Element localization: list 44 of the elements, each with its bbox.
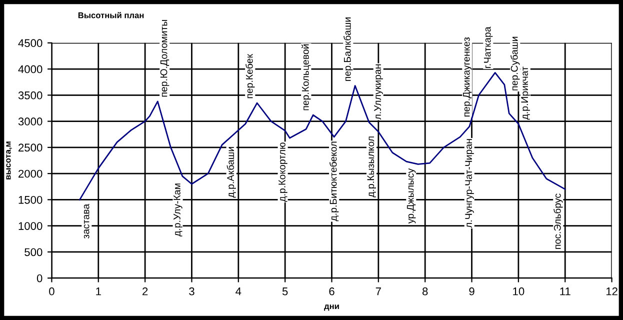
annotation: д.р.Улу-Кам: [174, 184, 182, 236]
annotation: д.р.Акбаши: [226, 147, 236, 198]
y-tick-label: 2000: [18, 170, 42, 178]
annotation: д.р.Кызылкол: [367, 136, 376, 198]
y-tick-label: 3500: [18, 91, 42, 100]
annotation: пер.Субаши: [510, 36, 520, 90]
annotation: пер.Кольцевой: [302, 44, 311, 110]
y-tick-label: 1500: [18, 196, 42, 204]
x-tick-label: 11: [560, 288, 570, 296]
x-tick-label: 0: [49, 287, 54, 296]
x-tick-label: 9: [469, 287, 474, 296]
chart-title: Высотный план: [78, 12, 144, 18]
y-tick-label: 4000: [18, 65, 42, 74]
x-tick-label: 1: [96, 288, 101, 296]
x-tick-label: 12: [606, 287, 618, 296]
x-tick-label: 2: [142, 287, 148, 296]
annotation: пер.Джикаугенкез: [462, 37, 472, 116]
annotation: г.Чаткара: [484, 26, 493, 68]
x-tick-label: 6: [329, 287, 334, 296]
y-tick-label: 4500: [18, 39, 42, 48]
x-axis-title: дни: [324, 304, 339, 311]
y-tick-label: 2500: [18, 144, 42, 152]
annotation: пос.Эльбрус: [554, 194, 563, 249]
annotation: ур.Джылысу: [406, 168, 416, 224]
y-tick-label: 0: [36, 274, 42, 282]
x-tick-label: 8: [422, 287, 428, 296]
annotation: пер.Балкбаши: [344, 18, 353, 81]
y-tick-label: 1000: [18, 222, 42, 230]
x-tick-label: 3: [189, 287, 194, 296]
annotation: д.р.Ирикчат: [521, 66, 530, 120]
annotation: д.р.Кокортлю: [278, 142, 288, 202]
y-tick-label: 500: [24, 248, 42, 256]
x-tick-label: 10: [513, 287, 524, 296]
annotation: л.Уллукиран: [374, 64, 383, 120]
y-axis-title: высота,м: [6, 142, 12, 180]
annotation: пер.Ю.Доломиты: [160, 20, 170, 97]
y-tick-label: 3000: [18, 118, 42, 126]
annotation: л.Чунгур-Чат-Чиран: [465, 139, 474, 228]
annotation: застава: [84, 204, 90, 239]
annotation: д.р.Битюктебекол: [330, 142, 339, 222]
x-tick-label: 7: [376, 288, 381, 296]
x-tick-label: 4: [236, 288, 242, 296]
x-tick-label: 5: [282, 288, 288, 296]
annotation: пер.Кебек: [246, 54, 255, 98]
